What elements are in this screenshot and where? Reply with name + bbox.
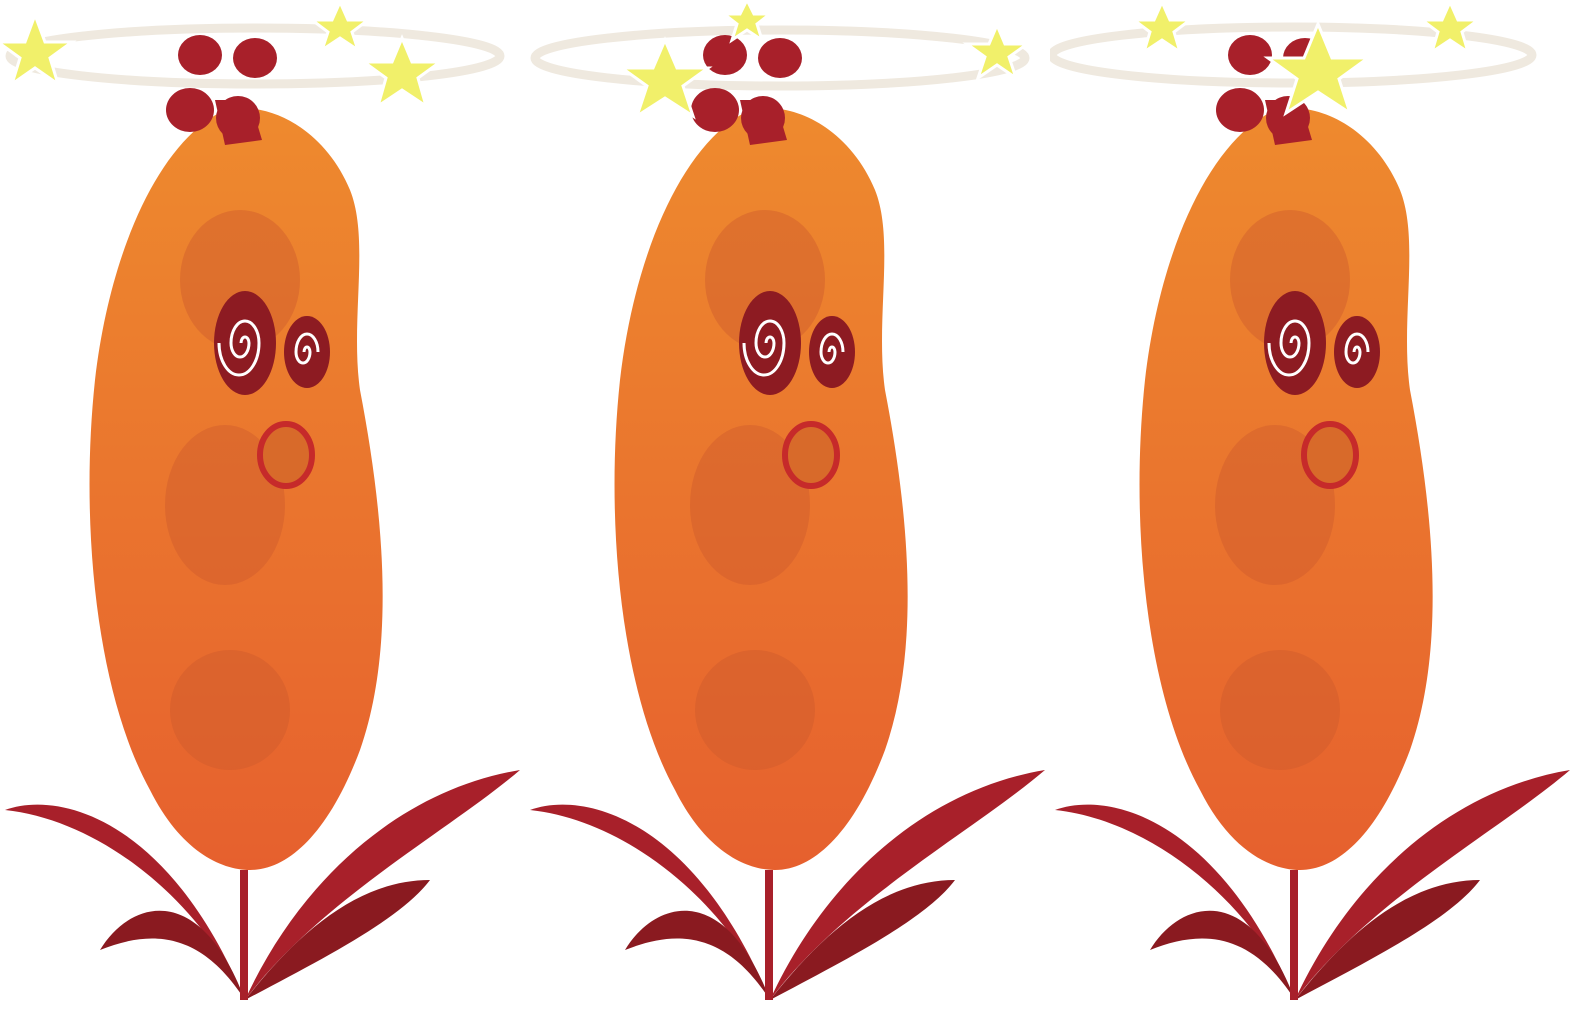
spiral-eye-right [809, 316, 855, 388]
spiral-eye-right [284, 316, 330, 388]
halo-ring [1050, 22, 1537, 88]
body-shading [690, 210, 825, 770]
spiral-eye-right [1334, 316, 1380, 388]
dizzy-potato-character [0, 0, 520, 1000]
surprised-mouth [257, 421, 315, 489]
top-knot [691, 35, 802, 145]
star-icon [307, 0, 373, 54]
star-icon [617, 36, 713, 120]
body-shading [165, 210, 300, 770]
halo-ring [5, 23, 505, 89]
dizzy-potato-character [1050, 0, 1570, 1000]
star-icon [359, 34, 445, 110]
dizzy-stars [0, 0, 445, 110]
star-icon [1263, 20, 1373, 117]
sprite-frame-1 [0, 0, 524, 1013]
spiral-eye-left [1264, 291, 1326, 395]
surprised-mouth [1301, 421, 1359, 489]
potato-body [89, 108, 383, 871]
sprite-frame-2 [525, 0, 1049, 1013]
leaf-cluster [530, 770, 1045, 1000]
dizzy-stars [1129, 0, 1483, 117]
sprite-frame-3 [1050, 0, 1574, 1013]
spiral-eye-left [739, 291, 801, 395]
leaf-cluster [5, 770, 520, 1000]
top-knot [166, 35, 277, 145]
body-shading [1215, 210, 1350, 770]
dizzy-stars [617, 0, 1032, 120]
star-icon [1129, 0, 1195, 56]
halo-ring [530, 25, 1030, 91]
leaf-cluster [1055, 770, 1570, 1000]
star-icon [962, 21, 1032, 82]
star-icon [1417, 0, 1483, 56]
potato-body [1139, 108, 1433, 871]
star-icon [719, 0, 775, 44]
spiral-eye-left [214, 291, 276, 395]
star-icon [0, 10, 77, 88]
potato-body [614, 108, 908, 871]
surprised-mouth [782, 421, 840, 489]
dizzy-potato-character [530, 0, 1045, 1000]
